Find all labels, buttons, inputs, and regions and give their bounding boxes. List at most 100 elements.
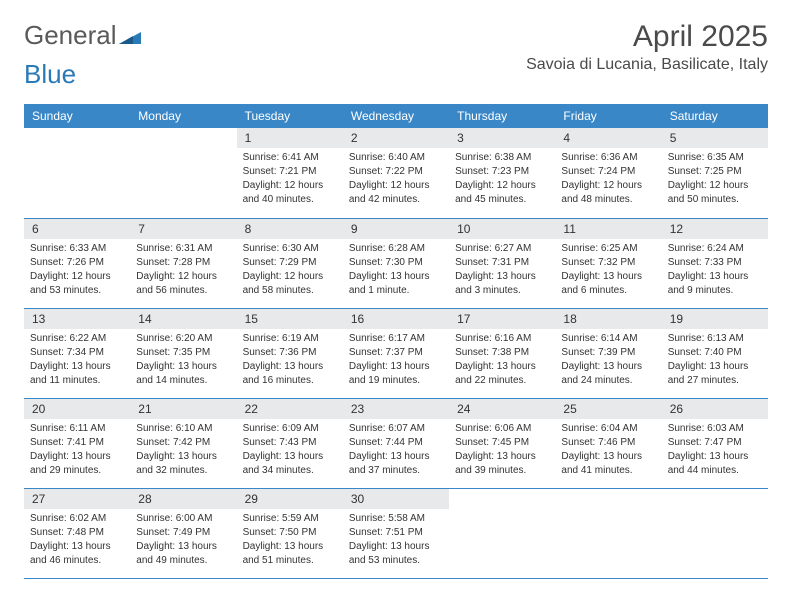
calendar-body: 1Sunrise: 6:41 AMSunset: 7:21 PMDaylight… [24,128,768,578]
day-cell: 11Sunrise: 6:25 AMSunset: 7:32 PMDayligh… [555,218,661,308]
location-text: Savoia di Lucania, Basilicate, Italy [526,56,768,74]
day-content: Sunrise: 6:31 AMSunset: 7:28 PMDaylight:… [130,239,236,301]
sunrise-text: Sunrise: 6:40 AM [349,151,443,165]
daylight-text: Daylight: 12 hours and 56 minutes. [136,270,230,298]
day-cell [555,488,661,578]
day-cell: 4Sunrise: 6:36 AMSunset: 7:24 PMDaylight… [555,128,661,218]
day-cell: 20Sunrise: 6:11 AMSunset: 7:41 PMDayligh… [24,398,130,488]
day-number: 19 [662,309,768,329]
day-number: 29 [237,489,343,509]
sunrise-text: Sunrise: 6:17 AM [349,332,443,346]
sunrise-text: Sunrise: 5:58 AM [349,512,443,526]
day-number: 13 [24,309,130,329]
day-content: Sunrise: 6:16 AMSunset: 7:38 PMDaylight:… [449,329,555,391]
day-content: Sunrise: 6:25 AMSunset: 7:32 PMDaylight:… [555,239,661,301]
sunrise-text: Sunrise: 6:13 AM [668,332,762,346]
sunrise-text: Sunrise: 6:06 AM [455,422,549,436]
day-cell: 5Sunrise: 6:35 AMSunset: 7:25 PMDaylight… [662,128,768,218]
sunrise-text: Sunrise: 6:20 AM [136,332,230,346]
sunset-text: Sunset: 7:35 PM [136,346,230,360]
day-number: 22 [237,399,343,419]
day-cell: 14Sunrise: 6:20 AMSunset: 7:35 PMDayligh… [130,308,236,398]
day-number: 27 [24,489,130,509]
day-cell: 22Sunrise: 6:09 AMSunset: 7:43 PMDayligh… [237,398,343,488]
week-row: 1Sunrise: 6:41 AMSunset: 7:21 PMDaylight… [24,128,768,218]
sunset-text: Sunset: 7:22 PM [349,165,443,179]
daylight-text: Daylight: 13 hours and 49 minutes. [136,540,230,568]
sunrise-text: Sunrise: 6:22 AM [30,332,124,346]
logo-text-blue: Blue [24,59,76,89]
daylight-text: Daylight: 13 hours and 37 minutes. [349,450,443,478]
day-cell: 25Sunrise: 6:04 AMSunset: 7:46 PMDayligh… [555,398,661,488]
month-title: April 2025 [526,20,768,54]
daylight-text: Daylight: 13 hours and 32 minutes. [136,450,230,478]
sunset-text: Sunset: 7:47 PM [668,436,762,450]
day-cell: 23Sunrise: 6:07 AMSunset: 7:44 PMDayligh… [343,398,449,488]
logo-text-wrapper: General Blue [24,20,141,90]
daylight-text: Daylight: 13 hours and 24 minutes. [561,360,655,388]
day-cell: 21Sunrise: 6:10 AMSunset: 7:42 PMDayligh… [130,398,236,488]
day-content: Sunrise: 6:28 AMSunset: 7:30 PMDaylight:… [343,239,449,301]
day-content: Sunrise: 6:33 AMSunset: 7:26 PMDaylight:… [24,239,130,301]
day-header-thursday: Thursday [449,104,555,128]
day-number: 21 [130,399,236,419]
day-content: Sunrise: 6:38 AMSunset: 7:23 PMDaylight:… [449,148,555,210]
logo-text-general: General [24,20,117,50]
day-cell: 18Sunrise: 6:14 AMSunset: 7:39 PMDayligh… [555,308,661,398]
daylight-text: Daylight: 13 hours and 16 minutes. [243,360,337,388]
day-number: 16 [343,309,449,329]
sunrise-text: Sunrise: 6:33 AM [30,242,124,256]
day-header-monday: Monday [130,104,236,128]
daylight-text: Daylight: 13 hours and 27 minutes. [668,360,762,388]
day-cell: 24Sunrise: 6:06 AMSunset: 7:45 PMDayligh… [449,398,555,488]
day-number: 23 [343,399,449,419]
week-row: 20Sunrise: 6:11 AMSunset: 7:41 PMDayligh… [24,398,768,488]
day-content: Sunrise: 6:06 AMSunset: 7:45 PMDaylight:… [449,419,555,481]
logo-triangle-icon [119,28,141,49]
daylight-text: Daylight: 13 hours and 41 minutes. [561,450,655,478]
sunrise-text: Sunrise: 6:30 AM [243,242,337,256]
calendar-table: Sunday Monday Tuesday Wednesday Thursday… [24,104,768,579]
sunrise-text: Sunrise: 6:35 AM [668,151,762,165]
day-number: 3 [449,128,555,148]
daylight-text: Daylight: 12 hours and 53 minutes. [30,270,124,298]
daylight-text: Daylight: 13 hours and 22 minutes. [455,360,549,388]
daylight-text: Daylight: 13 hours and 6 minutes. [561,270,655,298]
daylight-text: Daylight: 13 hours and 39 minutes. [455,450,549,478]
title-block: April 2025 Savoia di Lucania, Basilicate… [526,20,768,74]
sunset-text: Sunset: 7:49 PM [136,526,230,540]
day-cell: 30Sunrise: 5:58 AMSunset: 7:51 PMDayligh… [343,488,449,578]
sunrise-text: Sunrise: 6:28 AM [349,242,443,256]
sunset-text: Sunset: 7:36 PM [243,346,337,360]
sunset-text: Sunset: 7:45 PM [455,436,549,450]
day-cell: 3Sunrise: 6:38 AMSunset: 7:23 PMDaylight… [449,128,555,218]
sunset-text: Sunset: 7:38 PM [455,346,549,360]
day-content: Sunrise: 6:11 AMSunset: 7:41 PMDaylight:… [24,419,130,481]
sunset-text: Sunset: 7:26 PM [30,256,124,270]
sunrise-text: Sunrise: 6:07 AM [349,422,443,436]
daylight-text: Daylight: 13 hours and 29 minutes. [30,450,124,478]
day-content: Sunrise: 6:03 AMSunset: 7:47 PMDaylight:… [662,419,768,481]
daylight-text: Daylight: 13 hours and 3 minutes. [455,270,549,298]
sunset-text: Sunset: 7:24 PM [561,165,655,179]
day-content: Sunrise: 6:19 AMSunset: 7:36 PMDaylight:… [237,329,343,391]
day-content: Sunrise: 5:59 AMSunset: 7:50 PMDaylight:… [237,509,343,571]
sunrise-text: Sunrise: 6:04 AM [561,422,655,436]
day-cell: 12Sunrise: 6:24 AMSunset: 7:33 PMDayligh… [662,218,768,308]
day-cell: 16Sunrise: 6:17 AMSunset: 7:37 PMDayligh… [343,308,449,398]
day-cell [24,128,130,218]
daylight-text: Daylight: 12 hours and 40 minutes. [243,179,337,207]
day-number: 9 [343,219,449,239]
daylight-text: Daylight: 13 hours and 51 minutes. [243,540,337,568]
sunrise-text: Sunrise: 6:24 AM [668,242,762,256]
sunrise-text: Sunrise: 6:03 AM [668,422,762,436]
day-cell: 10Sunrise: 6:27 AMSunset: 7:31 PMDayligh… [449,218,555,308]
day-cell: 9Sunrise: 6:28 AMSunset: 7:30 PMDaylight… [343,218,449,308]
day-content: Sunrise: 6:30 AMSunset: 7:29 PMDaylight:… [237,239,343,301]
day-number: 8 [237,219,343,239]
sunrise-text: Sunrise: 6:14 AM [561,332,655,346]
day-number: 17 [449,309,555,329]
daylight-text: Daylight: 13 hours and 53 minutes. [349,540,443,568]
sunset-text: Sunset: 7:41 PM [30,436,124,450]
sunset-text: Sunset: 7:39 PM [561,346,655,360]
